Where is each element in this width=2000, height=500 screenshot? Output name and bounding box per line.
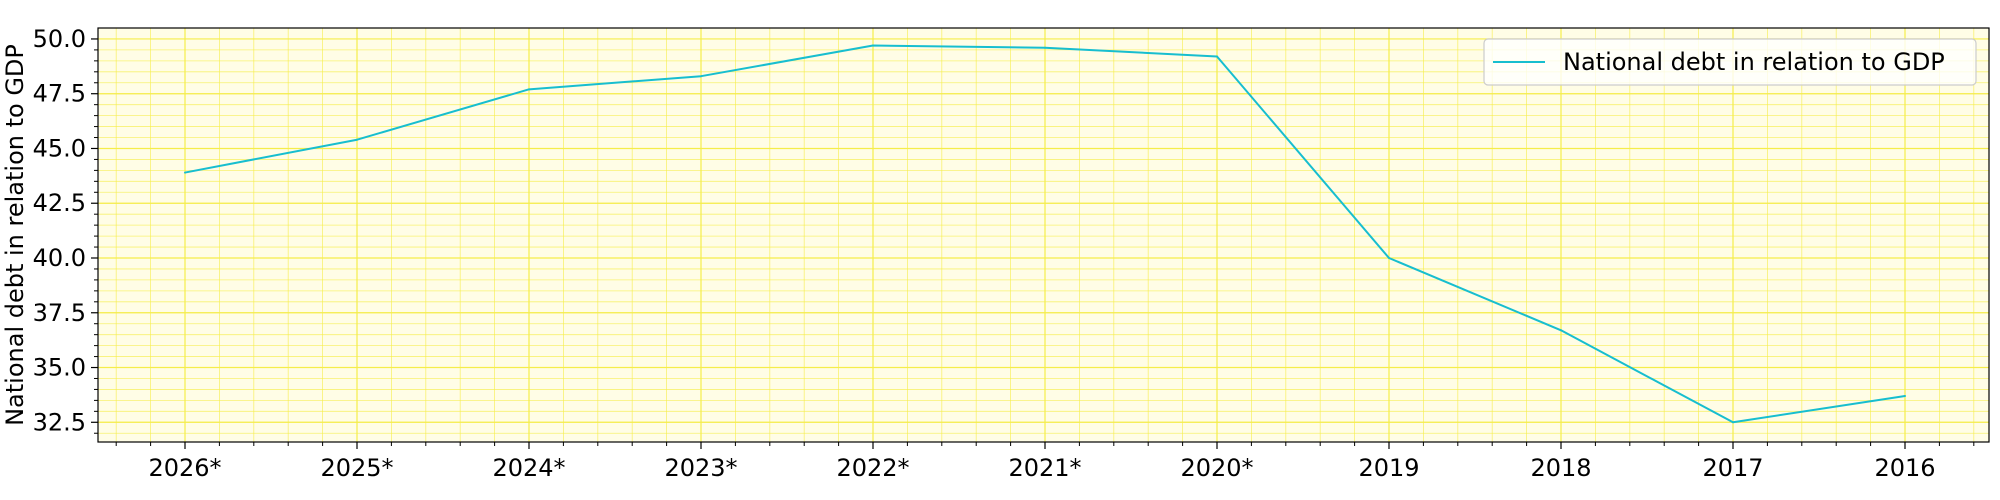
data-point xyxy=(1216,55,1218,58)
x-tick-label: 2019 xyxy=(1358,454,1419,482)
data-point xyxy=(184,171,186,174)
y-tick-label: 45.0 xyxy=(33,134,86,162)
legend: National debt in relation to GDP xyxy=(1483,38,1977,86)
y-tick-label: 32.5 xyxy=(33,408,86,436)
data-point xyxy=(700,75,702,78)
data-point xyxy=(356,138,358,141)
y-tick-label: 35.0 xyxy=(33,354,86,382)
x-tick-label: 2017 xyxy=(1702,454,1763,482)
data-point xyxy=(872,44,874,47)
y-tick-label: 47.5 xyxy=(33,80,86,108)
data-point xyxy=(1732,421,1734,424)
y-tick-label: 50.0 xyxy=(33,25,86,53)
grid xyxy=(98,28,1989,442)
ticks: 2026* 2025* 2024* 2023* 2022* 2021* 2020* 2019 2… xyxy=(33,25,1975,482)
x-tick-label: 2022* xyxy=(836,454,909,482)
plot-background xyxy=(98,28,1989,442)
plot-frame xyxy=(97,27,1990,443)
x-tick-label: 2018 xyxy=(1530,454,1591,482)
x-tick-label: 2024* xyxy=(492,454,565,482)
legend-box xyxy=(1483,38,1977,86)
y-axis-title: National debt in relation to GDP xyxy=(1,44,29,426)
data-point xyxy=(1560,329,1562,332)
x-tick-label: 2020* xyxy=(1180,454,1253,482)
data-point xyxy=(1388,257,1390,259)
x-tick-label: 2023* xyxy=(664,454,737,482)
y-tick-label: 37.5 xyxy=(33,299,86,327)
y-tick-label: 42.5 xyxy=(33,189,86,217)
x-tick-label: 2025* xyxy=(320,454,393,482)
y-tick-label: 40.0 xyxy=(33,244,86,272)
data-point xyxy=(528,88,530,91)
legend-label: National debt in relation to GDP xyxy=(1563,48,1945,76)
series-layer xyxy=(184,44,1906,424)
x-tick-label: 2016 xyxy=(1874,454,1935,482)
x-tick-label: 2026* xyxy=(148,454,221,482)
data-point xyxy=(1044,46,1046,49)
x-tick-label: 2021* xyxy=(1008,454,1081,482)
data-point xyxy=(1904,395,1906,397)
